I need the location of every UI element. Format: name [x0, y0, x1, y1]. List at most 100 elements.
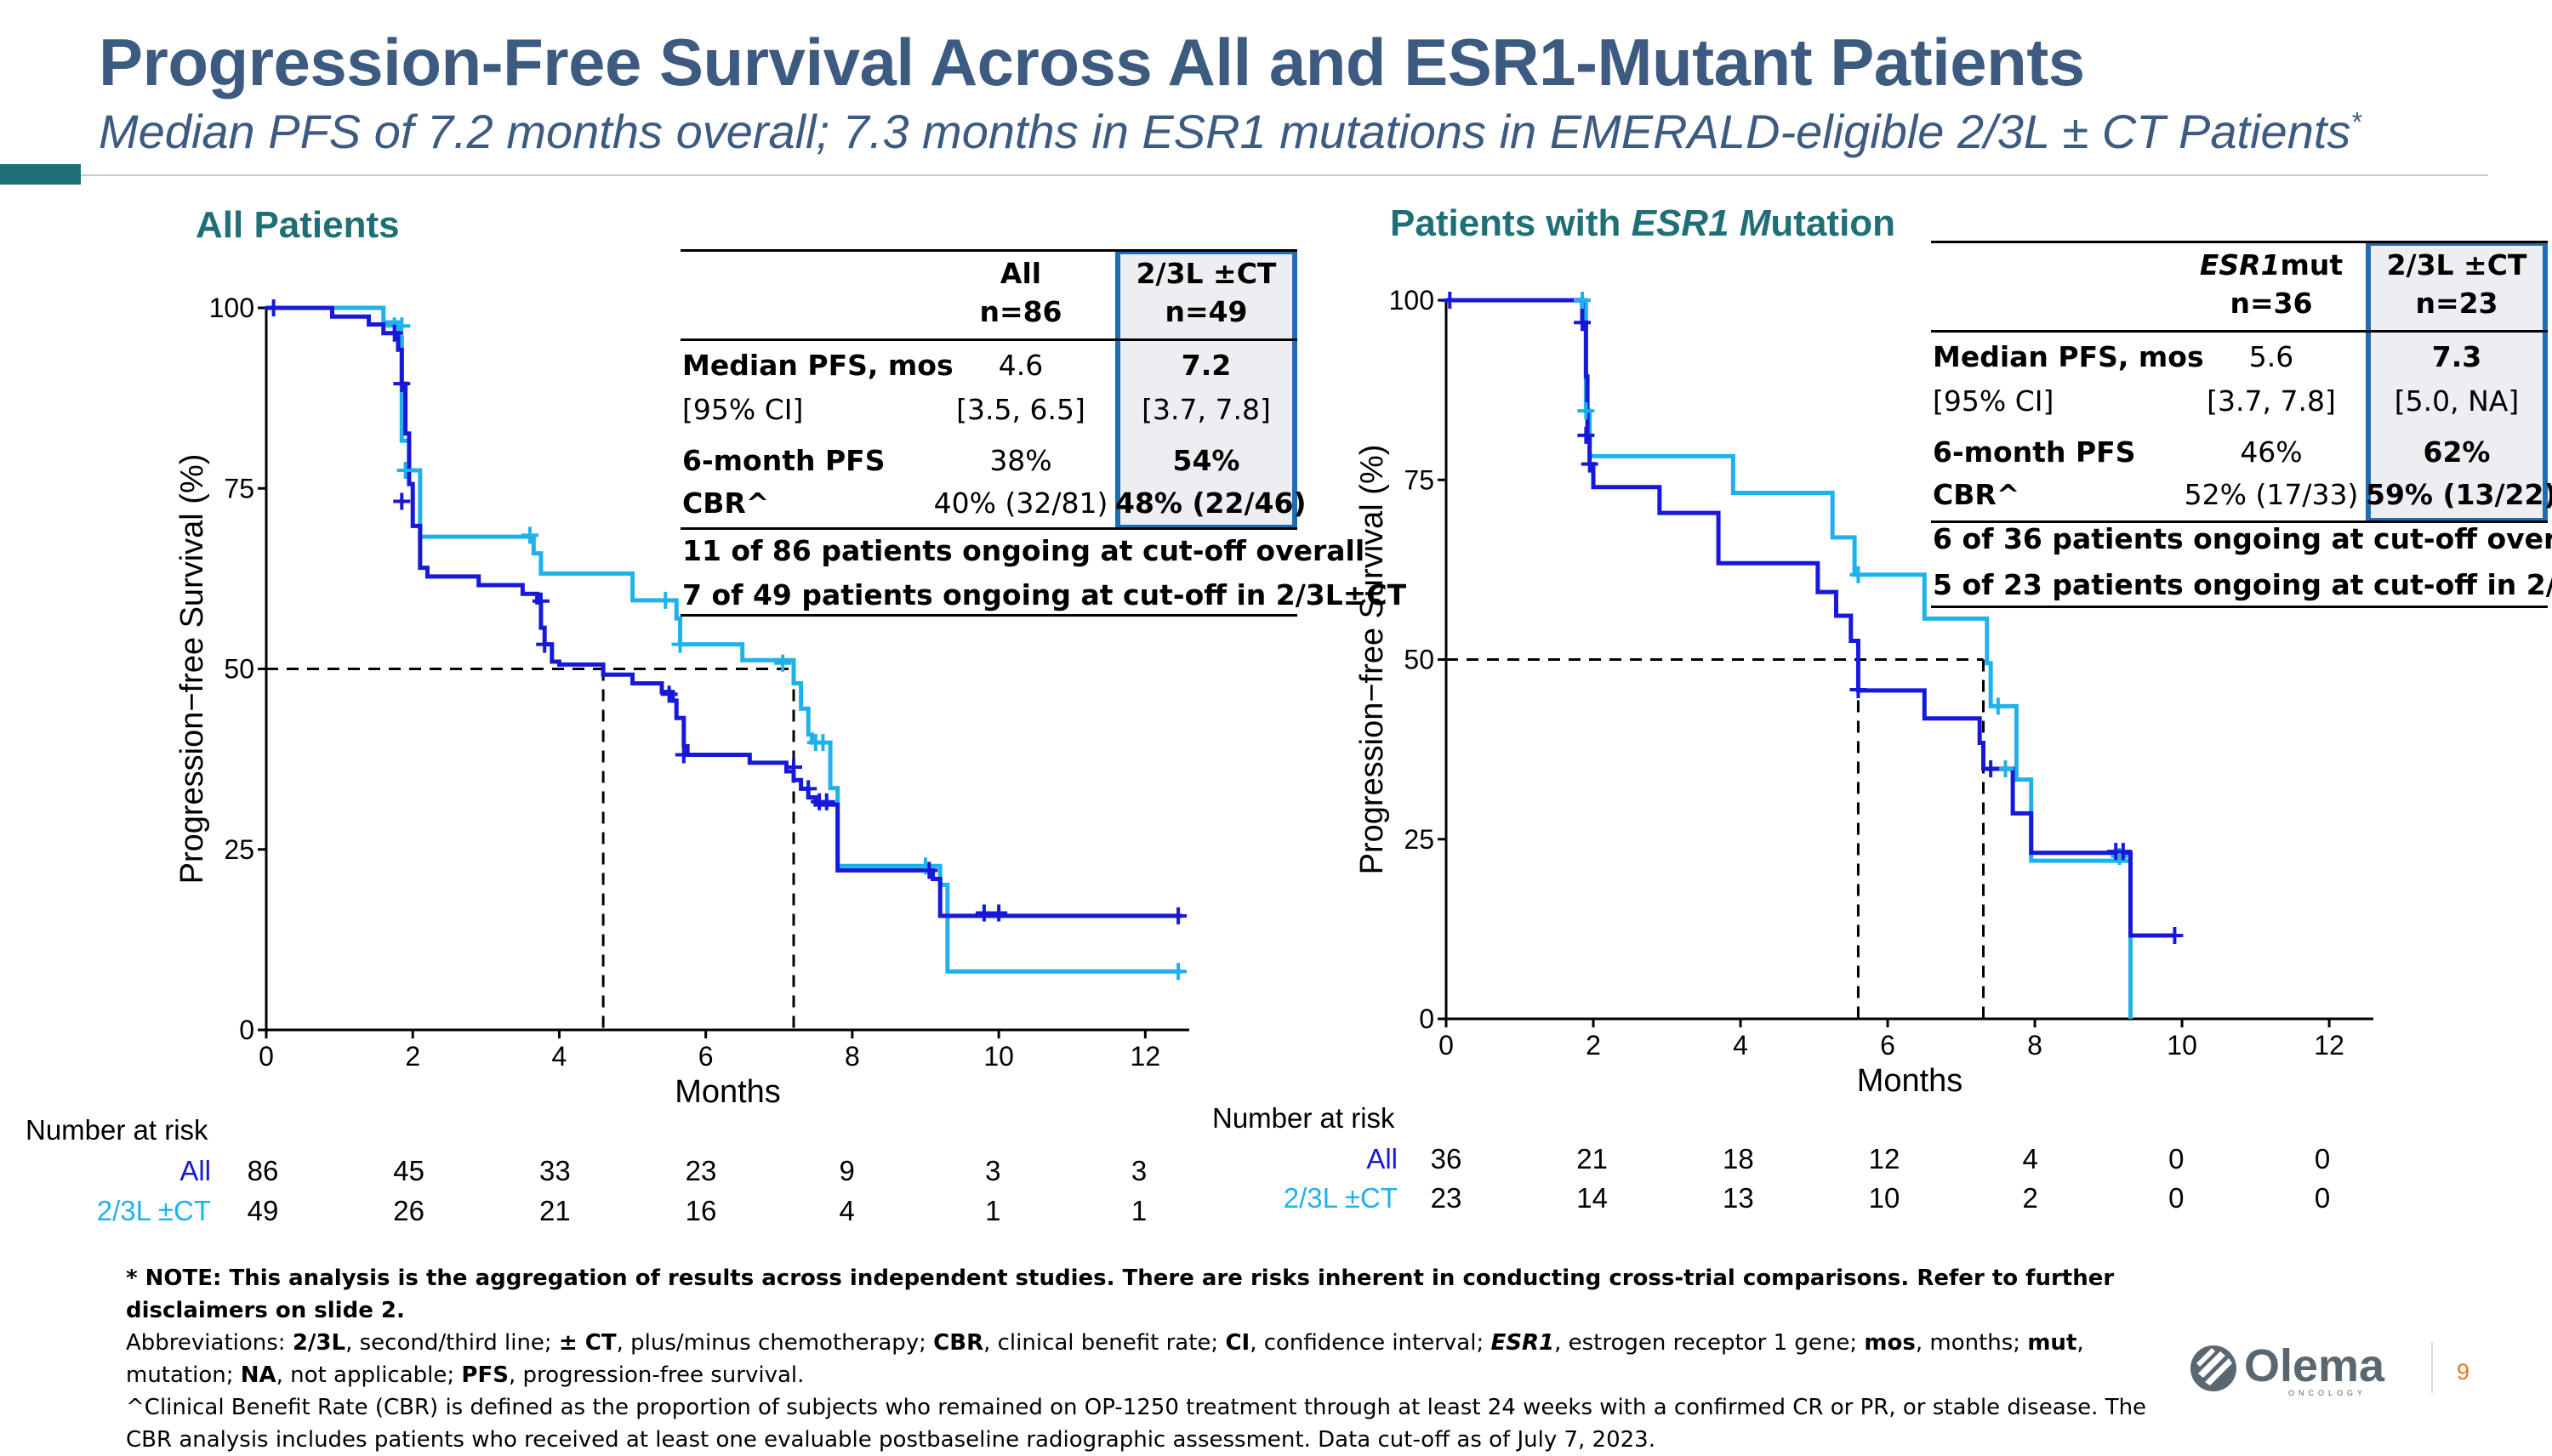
abbr-definition: ,: [2076, 1330, 2084, 1356]
abbr-definition: , progression-free survival.: [508, 1362, 805, 1388]
y-tick-label: 0: [1419, 1004, 1434, 1034]
risk-count: 2: [2022, 1182, 2038, 1214]
abbr-term: PFS: [461, 1362, 509, 1388]
olema-logo-mark-icon: [2190, 1345, 2236, 1391]
row-value-ct: 7.2: [1181, 349, 1232, 382]
row-value-all: 4.6: [998, 349, 1044, 382]
censor-mark: [536, 635, 554, 653]
y-tick-label: 75: [224, 473, 254, 503]
censor-mark: [2114, 843, 2132, 861]
censor-mark: [817, 793, 835, 810]
censor-mark: [393, 375, 411, 393]
row-value-esr1: 46%: [2240, 435, 2303, 469]
title-rule-accent: [0, 164, 81, 185]
abbr-term: mut: [2027, 1330, 2077, 1356]
abbr-term: mos: [1864, 1330, 1916, 1356]
abbr-definition: , not applicable;: [276, 1362, 462, 1388]
censor-mark: [396, 462, 414, 480]
table-bottom-rule: [1931, 606, 2548, 608]
row-value-ct: 48% (22/46): [1115, 486, 1307, 520]
censor-mark: [1849, 566, 1867, 583]
row-value-ct: 62%: [2423, 435, 2491, 469]
censor-mark: [1170, 907, 1188, 924]
row-label: 6-month PFS: [1933, 435, 2136, 469]
censor-mark: [1989, 697, 2007, 715]
censor-mark: [1441, 292, 1459, 309]
olema-logo: Olema ONCOLOGY: [2186, 1339, 2390, 1399]
x-tick-label: 6: [1880, 1030, 1895, 1061]
right-header-esr1-n: n=36: [2230, 287, 2313, 320]
risk-count: 1: [1131, 1195, 1148, 1226]
risk-count: 0: [2314, 1182, 2331, 1214]
mut-text: mut: [2280, 248, 2344, 282]
abbr-term: CBR: [933, 1330, 984, 1356]
subtitle-footnote-mark: *: [2350, 106, 2361, 138]
y-axis-label: Progression−free Survival (%): [174, 454, 210, 884]
left-risk-label-ct: 2/3L ±CT: [96, 1195, 211, 1226]
right-risk-title: Number at risk: [1212, 1102, 1395, 1134]
y-tick-label: 25: [1404, 824, 1434, 855]
risk-count: 10: [1868, 1182, 1900, 1214]
censor-mark: [990, 904, 1008, 922]
censor-mark: [1577, 402, 1595, 420]
risk-count: 23: [685, 1155, 717, 1186]
censor-mark: [657, 591, 675, 609]
y-tick-label: 100: [209, 293, 254, 323]
row-label: Median PFS, mos: [682, 349, 954, 382]
risk-count: 4: [2022, 1143, 2038, 1174]
x-axis-label: Months: [675, 1074, 781, 1110]
risk-count: 21: [538, 1195, 571, 1226]
risk-count: 3: [1131, 1155, 1148, 1186]
row-label: Median PFS, mos: [1933, 340, 2204, 373]
x-tick-label: 2: [1586, 1030, 1601, 1061]
risk-count: 16: [685, 1195, 717, 1226]
risk-count: 21: [1576, 1143, 1609, 1174]
slide-title: Progression-Free Survival Across All and…: [99, 25, 2085, 100]
censor-mark: [1577, 426, 1595, 444]
censor-mark: [920, 862, 938, 879]
abbr-definition: , clinical benefit rate;: [983, 1330, 1226, 1356]
censor-mark: [1574, 292, 1592, 309]
censor-mark: [671, 635, 689, 653]
censor-mark: [774, 654, 792, 672]
censor-mark: [385, 324, 403, 342]
left-header-ct: 2/3L ±CT: [1136, 257, 1277, 290]
table-note: 7 of 49 patients ongoing at cut-off in 2…: [682, 578, 1407, 611]
abbr-definition: , second/third line;: [345, 1330, 559, 1356]
table-top-rule: [1931, 241, 2548, 243]
page-number: 9: [2457, 1359, 2470, 1385]
left-section-title: All Patients: [196, 204, 400, 246]
censor-mark: [393, 492, 411, 510]
x-axis-label: Months: [1857, 1063, 1963, 1099]
y-tick-label: 75: [1404, 464, 1434, 495]
row-value-ct: 7.3: [2431, 340, 2482, 373]
risk-count: 45: [393, 1155, 425, 1186]
risk-count: 4: [839, 1195, 855, 1226]
left-header-ct-n: n=49: [1165, 295, 1248, 328]
right-section-title-part1: Patients with: [1390, 202, 1632, 244]
row-value-ct: 54%: [1172, 444, 1240, 477]
table-top-rule: [681, 249, 1297, 252]
right-header-ct: 2/3L ±CT: [2386, 248, 2527, 282]
left-risk-title: Number at risk: [26, 1114, 208, 1146]
right-header-esr1: ESR1mut: [2178, 248, 2365, 282]
x-tick-label: 4: [1733, 1030, 1748, 1061]
censor-mark: [1581, 455, 1598, 473]
x-tick-label: 0: [1438, 1030, 1454, 1061]
censor-mark: [521, 526, 538, 544]
row-value-esr1: 5.6: [2248, 340, 2294, 373]
row-label: [95% CI]: [682, 393, 804, 426]
censor-mark: [975, 904, 993, 922]
logo-wordmark: Olema: [2244, 1340, 2385, 1391]
censor-mark: [1849, 680, 1867, 698]
left-table-highlight: [1115, 249, 1297, 530]
logo-subtext: ONCOLOGY: [2288, 1389, 2367, 1397]
km-line-ct: [266, 305, 1182, 974]
row-value-all: [3.5, 6.5]: [956, 393, 1085, 426]
abbr-term: CI: [1225, 1330, 1250, 1356]
x-tick-label: 12: [2314, 1030, 2344, 1061]
risk-count: 49: [247, 1195, 279, 1226]
risk-count: 33: [538, 1155, 571, 1186]
subtitle-text: Median PFS of 7.2 months overall; 7.3 mo…: [99, 105, 2351, 158]
x-tick-label: 10: [983, 1041, 1014, 1072]
